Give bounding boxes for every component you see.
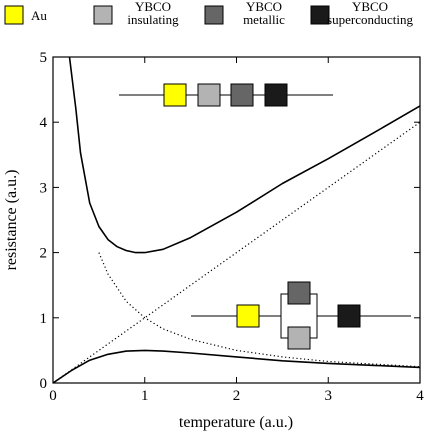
x-tick-label: 1 <box>141 388 149 404</box>
legend-swatch <box>310 5 330 25</box>
y-tick-label: 0 <box>40 376 48 392</box>
legend-swatch <box>204 5 224 25</box>
legend-label-line2: superconducting <box>327 12 413 27</box>
legend-label-line2: insulating <box>127 12 179 27</box>
series-2-line <box>53 121 420 383</box>
series-4-line <box>53 349 420 383</box>
legend-label-line2: metallic <box>243 12 285 27</box>
plot-frame <box>52 56 421 384</box>
inset-box <box>230 83 254 107</box>
axes: 0 1 2 3 4 0 1 2 3 4 5 <box>40 50 425 404</box>
legend-swatch <box>93 5 113 25</box>
legend-label-line1: YBCO <box>352 0 388 14</box>
x-axis-label: temperature (a.u.) <box>179 414 293 431</box>
x-tick-label: 2 <box>233 388 241 404</box>
parallel-circuit-inset <box>191 281 411 350</box>
y-tick-label: 1 <box>40 311 48 327</box>
series-circuit-inset <box>119 83 333 107</box>
inset-box <box>287 281 311 305</box>
inset-box <box>163 83 187 107</box>
inset-box <box>287 326 311 350</box>
series-3-line <box>68 57 420 254</box>
legend: AuYBCOinsulatingYBCOmetallicYBCOsupercon… <box>4 0 413 27</box>
legend-label-line1: YBCO <box>135 0 171 14</box>
y-axis-label: resistance (a.u.) <box>3 170 20 271</box>
inset-box <box>197 83 221 107</box>
legend-label: Au <box>31 8 47 23</box>
x-tick-label: 0 <box>49 388 57 404</box>
inset-box <box>236 304 260 328</box>
legend-label-line1: YBCO <box>246 0 282 14</box>
inset-box <box>337 304 361 328</box>
circuit-insets <box>119 83 411 350</box>
curves <box>53 57 420 383</box>
y-tick-label: 3 <box>40 180 48 196</box>
x-tick-label: 3 <box>325 388 333 404</box>
x-tick-label: 4 <box>416 388 424 404</box>
y-tick-label: 5 <box>40 50 48 66</box>
y-tick-label: 2 <box>40 246 48 262</box>
legend-item: Au <box>4 5 47 25</box>
inset-box <box>264 83 288 107</box>
legend-swatch <box>4 5 24 25</box>
y-tick-label: 4 <box>40 115 48 131</box>
